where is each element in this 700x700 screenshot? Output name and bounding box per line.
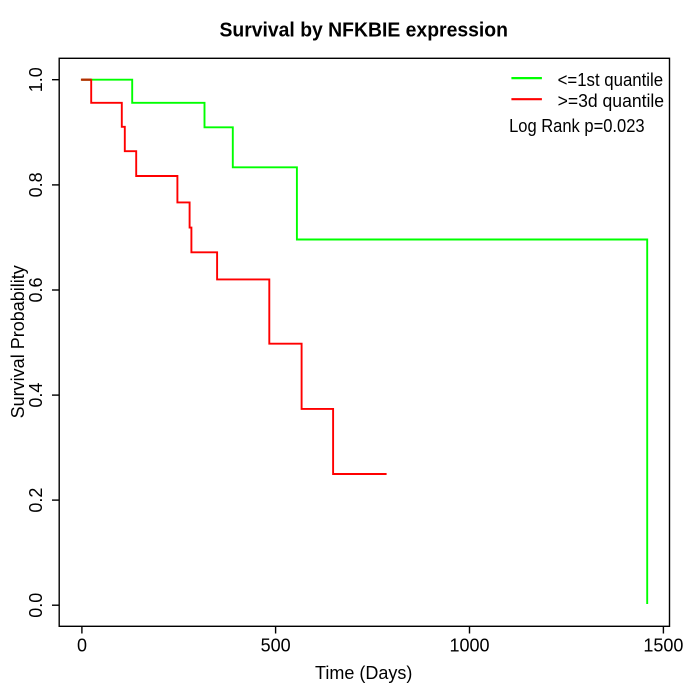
svg-text:1.0: 1.0 (26, 67, 46, 92)
svg-text:Survival Probability: Survival Probability (8, 265, 28, 418)
svg-text:<=1st quantile: <=1st quantile (558, 70, 664, 90)
svg-text:0: 0 (77, 636, 87, 656)
svg-text:0.2: 0.2 (26, 488, 46, 513)
svg-text:0.4: 0.4 (26, 383, 46, 408)
svg-text:Time (Days): Time (Days) (315, 663, 412, 683)
svg-text:Survival by NFKBIE expression: Survival by NFKBIE expression (219, 20, 508, 42)
svg-text:0.8: 0.8 (26, 172, 46, 197)
svg-text:500: 500 (261, 636, 291, 656)
svg-text:1500: 1500 (643, 636, 683, 656)
svg-text:Log Rank p=0.023: Log Rank p=0.023 (509, 116, 644, 136)
svg-text:1000: 1000 (449, 636, 489, 656)
svg-text:0.0: 0.0 (26, 593, 46, 618)
svg-text:0.6: 0.6 (26, 277, 46, 302)
svg-text:>=3d quantile: >=3d quantile (558, 91, 665, 111)
